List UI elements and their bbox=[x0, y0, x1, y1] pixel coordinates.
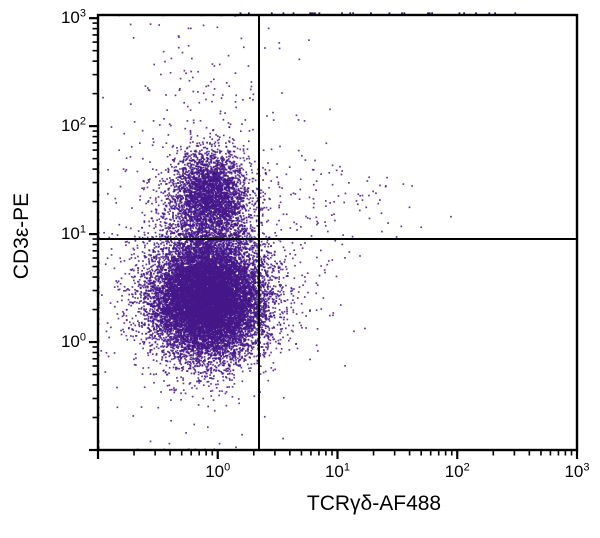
x-tick-label: 102 bbox=[444, 461, 470, 481]
y-tick-label: 100 bbox=[60, 331, 86, 352]
y-tick-label: 103 bbox=[60, 7, 86, 28]
x-tick-label: 103 bbox=[564, 461, 590, 481]
x-axis-title: TCRγδ-AF488 bbox=[306, 492, 442, 515]
y-tick-label: 102 bbox=[60, 115, 86, 136]
y-axis-title: CD3ε-PE bbox=[10, 192, 33, 280]
y-tick-label: 101 bbox=[60, 223, 86, 244]
x-tick-label: 100 bbox=[205, 461, 231, 481]
quadrant-gate-horizontal bbox=[98, 237, 577, 241]
quadrant-gate-vertical bbox=[257, 15, 260, 450]
x-tick-label: 101 bbox=[324, 461, 351, 481]
